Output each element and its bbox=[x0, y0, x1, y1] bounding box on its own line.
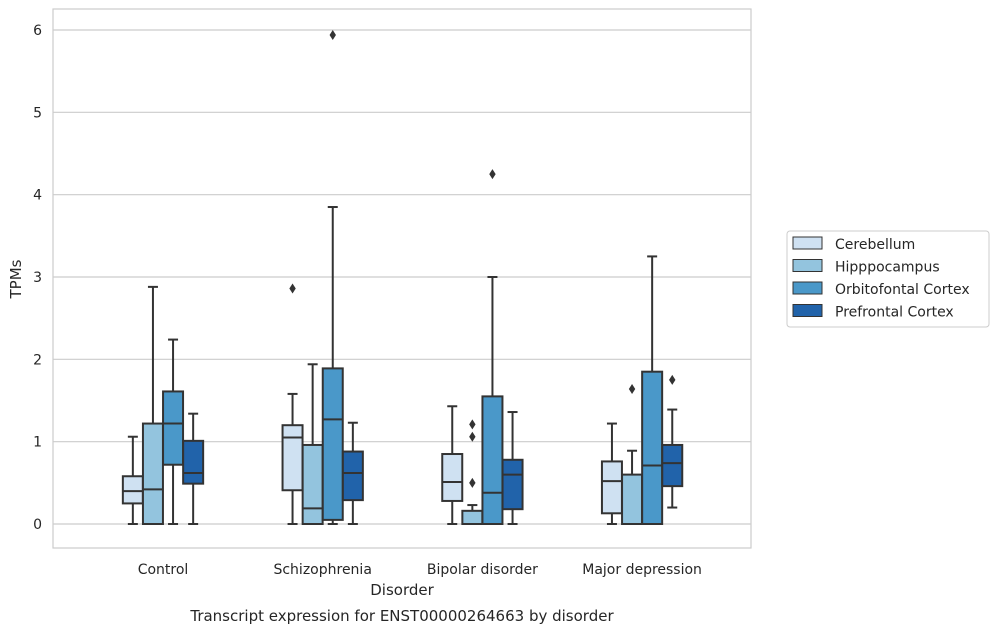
legend-swatch-cerebellum bbox=[792, 236, 823, 250]
box-iqr bbox=[461, 509, 484, 525]
legend-swatch-orbitofontal-cortex bbox=[792, 281, 823, 295]
legend-label-hipppocampus: Hipppocampus bbox=[835, 260, 940, 276]
x-tick-label-control: Control bbox=[138, 562, 189, 578]
box-iqr bbox=[481, 395, 504, 525]
box-iqr bbox=[661, 443, 684, 488]
box-cerebellum-control bbox=[121, 435, 144, 525]
y-tick-label: 3 bbox=[33, 270, 42, 286]
box-iqr bbox=[141, 422, 164, 526]
box-iqr bbox=[162, 390, 185, 466]
outlier-point bbox=[669, 374, 676, 385]
y-axis-label: TPMs bbox=[7, 259, 25, 299]
chart-caption: Transcript expression for ENST0000026466… bbox=[189, 607, 614, 625]
plot-marks bbox=[121, 29, 684, 526]
box-iqr bbox=[341, 450, 364, 502]
outlier-point bbox=[628, 383, 636, 394]
x-tick-label-schizophrenia: Schizophrenia bbox=[273, 562, 371, 578]
x-axis-label: Disorder bbox=[370, 581, 434, 599]
box-iqr bbox=[182, 439, 205, 485]
legend: Cerebellum Hipppocampus Orbitofontal Corte… bbox=[786, 230, 990, 328]
box-orbitofontal-cortex-major-depression bbox=[641, 255, 664, 525]
outlier-point bbox=[469, 477, 476, 488]
box-cerebellum-bipolar-disorder bbox=[441, 405, 464, 525]
y-axis-ticks: 0 1 2 3 4 5 6 bbox=[33, 23, 42, 533]
box-iqr bbox=[621, 473, 644, 526]
box-iqr bbox=[121, 475, 144, 505]
x-axis-ticks: Control Schizophrenia Bipolar disorder Majo… bbox=[138, 562, 702, 578]
legend-label-orbitofontal-cortex: Orbitofontal Cortex bbox=[835, 282, 970, 298]
box-cerebellum-major-depression bbox=[600, 422, 623, 525]
legend-label-cerebellum: Cerebellum bbox=[835, 237, 915, 253]
outlier-point bbox=[469, 431, 476, 442]
box-cerebellum-schizophrenia bbox=[281, 283, 304, 525]
legend-swatch-hipppocampus bbox=[792, 259, 823, 272]
x-tick-label-major-depression: Major depression bbox=[582, 562, 702, 578]
y-tick-label: 2 bbox=[33, 352, 42, 368]
box-hipppocampus-major-depression bbox=[621, 383, 644, 526]
y-tick-label: 5 bbox=[33, 105, 42, 121]
box-iqr bbox=[600, 460, 623, 515]
outlier-point bbox=[329, 29, 336, 40]
box-prefrontal-cortex-schizophrenia bbox=[341, 421, 364, 525]
legend-frame bbox=[786, 230, 990, 328]
box-iqr bbox=[301, 443, 324, 525]
y-tick-label: 0 bbox=[33, 517, 42, 533]
y-tick-label: 1 bbox=[33, 435, 42, 451]
legend-label-prefrontal-cortex: Prefrontal Cortex bbox=[835, 305, 954, 321]
box-orbitofontal-cortex-bipolar-disorder bbox=[481, 169, 504, 525]
outlier-point bbox=[289, 283, 296, 294]
box-prefrontal-cortex-control bbox=[182, 412, 205, 525]
y-tick-label: 4 bbox=[33, 188, 42, 204]
outlier-point bbox=[489, 169, 496, 180]
box-iqr bbox=[441, 453, 464, 502]
box-iqr bbox=[641, 370, 664, 525]
plot-frame bbox=[52, 8, 752, 549]
box-iqr bbox=[321, 367, 344, 521]
box-prefrontal-cortex-major-depression bbox=[661, 374, 684, 509]
box-hipppocampus-control bbox=[141, 285, 164, 526]
box-hipppocampus-bipolar-disorder bbox=[461, 419, 484, 525]
box-orbitofontal-cortex-control bbox=[162, 338, 185, 525]
box-iqr bbox=[281, 424, 304, 492]
box-orbitofontal-cortex-schizophrenia bbox=[321, 29, 344, 525]
box-iqr bbox=[501, 458, 524, 511]
box-hipppocampus-schizophrenia bbox=[301, 363, 324, 525]
legend-swatch-prefrontal-cortex bbox=[792, 304, 823, 317]
y-tick-label: 6 bbox=[33, 23, 42, 39]
outlier-point bbox=[469, 419, 476, 430]
x-tick-label-bipolar-disorder: Bipolar disorder bbox=[427, 562, 538, 578]
box-prefrontal-cortex-bipolar-disorder bbox=[501, 411, 524, 525]
